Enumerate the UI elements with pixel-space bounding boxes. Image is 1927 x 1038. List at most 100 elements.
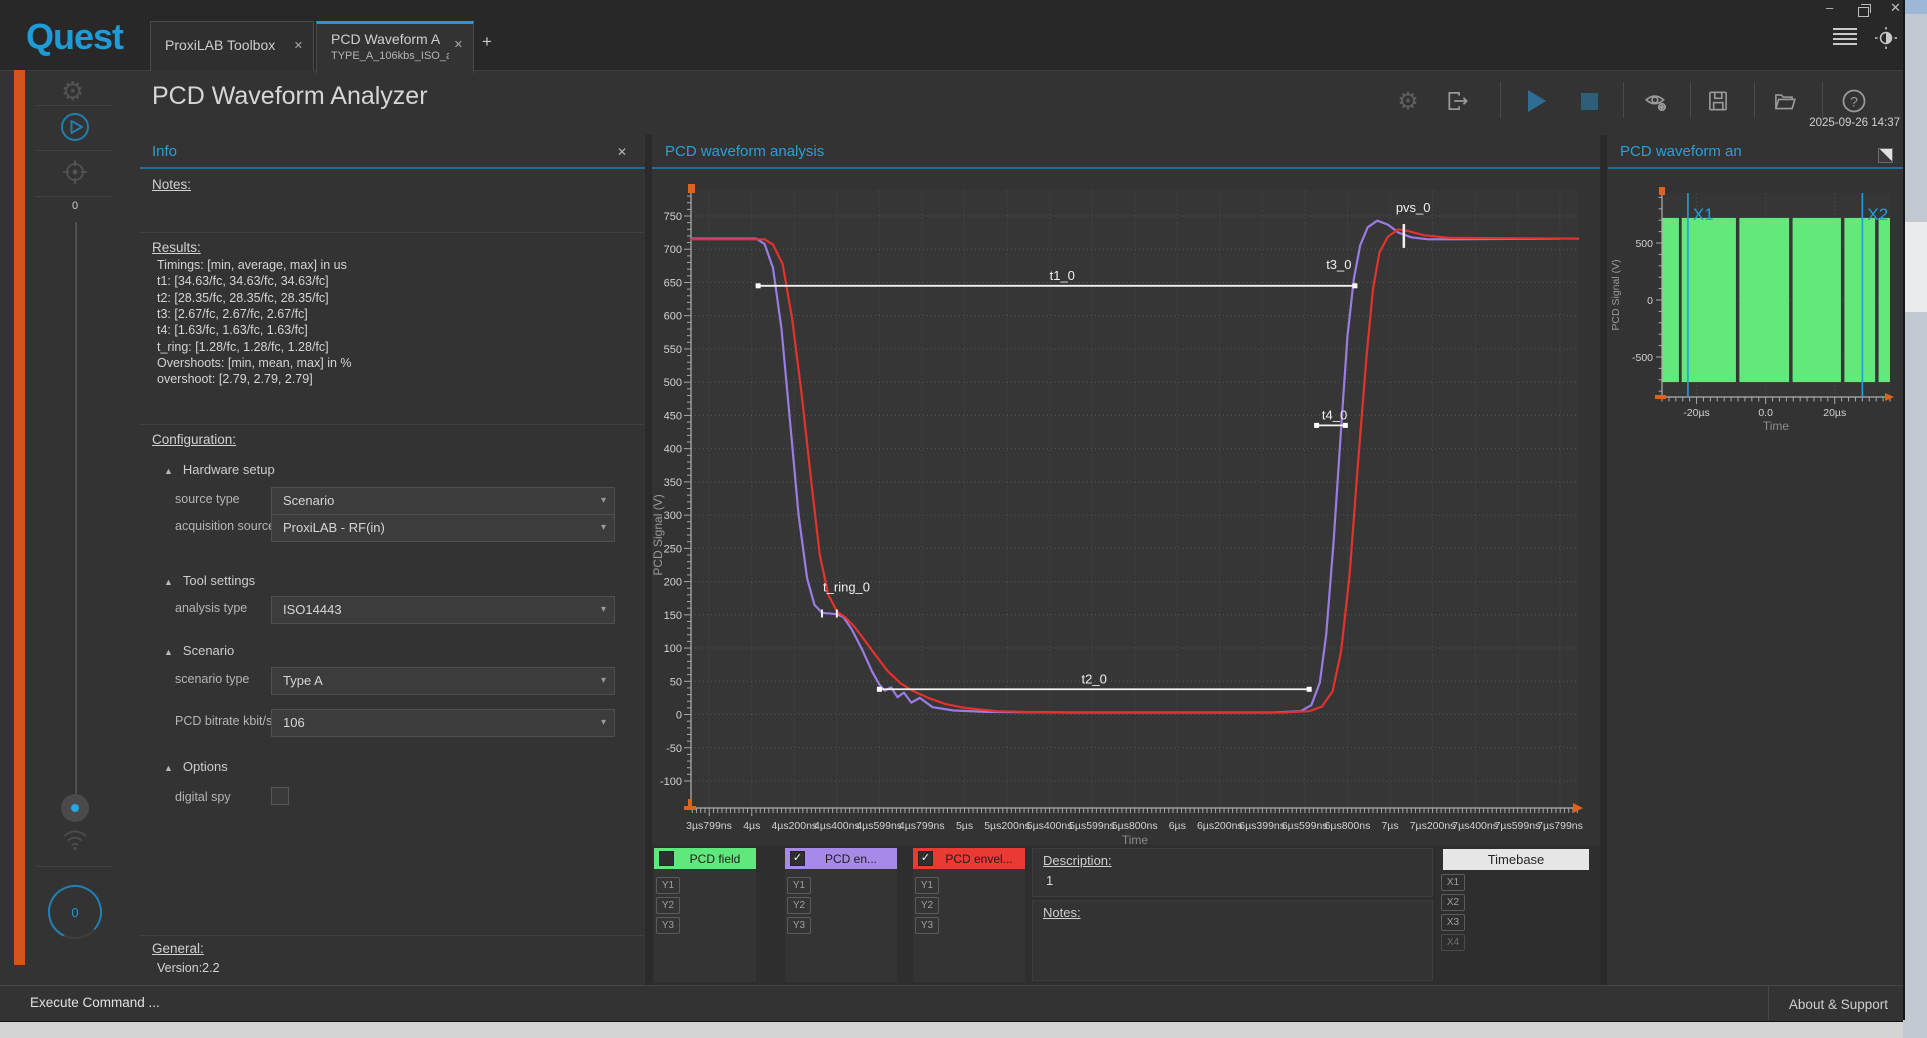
checked-checkbox[interactable]: ✓ [790, 851, 805, 866]
divider [36, 196, 112, 197]
x-tick-label: 6µs800ns [1325, 820, 1371, 832]
dropdown-field[interactable]: ProxiLAB - RF(in) ▾ [271, 514, 615, 542]
rotation-gauge[interactable]: 0 [45, 882, 105, 947]
dropdown-field[interactable]: Type A ▾ [271, 667, 615, 695]
vertical-slider[interactable] [74, 222, 77, 800]
tab-bar: Quest ProxiLAB Toolbox ✕ PCD Waveform A … [0, 0, 1903, 73]
spy-view-icon[interactable] [1641, 86, 1671, 116]
y-axis-title: PCD Signal (V) [652, 494, 665, 575]
save-icon[interactable] [1703, 86, 1733, 116]
y-tick-label: 100 [664, 643, 682, 655]
axis-arrow [1573, 803, 1583, 813]
axis-assign-button-y2[interactable]: Y2 [656, 897, 680, 914]
collapse-arrow-icon: ▲ [164, 647, 173, 657]
dropdown-value: ProxiLAB - RF(in) [283, 520, 385, 535]
axis-accent [1655, 395, 1666, 399]
close-icon[interactable]: ✕ [616, 145, 627, 159]
panel-splitter[interactable] [1600, 135, 1607, 985]
gear-icon[interactable]: ⚙ [61, 76, 85, 106]
export-icon[interactable] [1443, 86, 1473, 116]
close-icon[interactable]: ✕ [293, 40, 303, 52]
theme-brightness-icon[interactable] [1874, 26, 1898, 55]
axis-accent [688, 799, 692, 810]
stop-button[interactable] [1574, 86, 1604, 116]
dropdown-field[interactable]: 106 ▾ [271, 709, 615, 737]
annotation-label: t1_0 [1050, 268, 1075, 283]
menu-icon[interactable] [1833, 28, 1857, 45]
panel-splitter[interactable] [645, 135, 652, 985]
legend-notes-box[interactable]: Notes: [1032, 900, 1433, 981]
y-tick-label: 650 [664, 277, 682, 289]
tab-sublabel: TYPE_A_106kbs_ISO_a [331, 50, 449, 62]
legend-series-label: PCD envel... [945, 851, 1013, 866]
config-field-label: scenario type [175, 672, 250, 686]
axis-assign-button-y1[interactable]: Y1 [915, 877, 939, 894]
add-tab-button[interactable]: + [482, 32, 492, 51]
window-close-button[interactable]: ✕ [1890, 0, 1901, 15]
expand-icon[interactable] [1878, 148, 1893, 163]
version-label: Version:2.2 [157, 961, 220, 975]
settings-gear-icon[interactable]: ⚙ [1397, 87, 1419, 115]
toolbar-separator [1822, 82, 1823, 118]
config-group-label: Hardware setup [182, 462, 275, 477]
checked-checkbox[interactable]: ✓ [918, 851, 933, 866]
play-circle-icon[interactable] [59, 111, 91, 148]
dropdown-field[interactable]: ISO14443 ▾ [271, 596, 615, 624]
execute-command-button[interactable]: Execute Command ... [30, 995, 160, 1010]
results-section-label: Results: [152, 240, 201, 255]
dropdown-value: 106 [283, 715, 305, 730]
tab-proxilab-toolbox[interactable]: ProxiLAB Toolbox ✕ [150, 21, 314, 71]
timebase-axis-button-x2[interactable]: X2 [1441, 894, 1465, 911]
legend-series-header[interactable]: PCD field [654, 848, 756, 869]
legend-series-header[interactable]: ✓ PCD en... [785, 848, 897, 869]
y-tick-label: 400 [664, 444, 682, 456]
legend-series-header[interactable]: ✓ PCD envel... [913, 848, 1025, 869]
axis-assign-button-y1[interactable]: Y1 [787, 877, 811, 894]
y-tick-label: 500 [1635, 238, 1653, 250]
page-title: PCD Waveform Analyzer [152, 82, 428, 110]
signal-burst [1739, 217, 1790, 383]
signal-burst [1844, 217, 1876, 383]
signal-burst [1878, 217, 1890, 383]
y-tick-label: 50 [670, 676, 682, 688]
config-group-header[interactable]: ▲ Scenario [164, 643, 234, 658]
annotation-endpoint [1352, 283, 1358, 289]
x-tick-label: 5µs [956, 820, 973, 832]
window-restore-button[interactable] [1858, 4, 1871, 17]
axis-assign-button-y2[interactable]: Y2 [915, 897, 939, 914]
timebase-axis-button-x1[interactable]: X1 [1441, 874, 1465, 891]
play-button[interactable] [1522, 86, 1552, 116]
dropdown-field[interactable]: Scenario ▾ [271, 487, 615, 515]
cursor-label-x1: X1 [1693, 205, 1714, 224]
config-group-label: Tool settings [182, 573, 256, 588]
target-icon[interactable] [60, 157, 90, 192]
help-icon[interactable]: ? [1839, 86, 1869, 116]
slider-handle[interactable] [61, 794, 89, 822]
timebase-axis-button-x3[interactable]: X3 [1441, 914, 1465, 931]
y-tick-label: -500 [1632, 352, 1653, 364]
close-icon[interactable]: ✕ [453, 39, 463, 51]
description-box[interactable]: Description: 1 [1032, 848, 1433, 897]
panel-underline [1608, 167, 1903, 169]
unchecked-checkbox[interactable] [659, 851, 674, 866]
results-line: t3: [2.67/fc, 2.67/fc, 2.67/fc] [157, 306, 308, 321]
about-support-link[interactable]: About & Support [1788, 997, 1888, 1012]
tab-pcd-waveform-analyzer[interactable]: PCD Waveform A TYPE_A_106kbs_ISO_a ✕ [316, 21, 474, 73]
digital-spy-checkbox[interactable] [271, 787, 289, 805]
timebase-axis-button-x4[interactable]: X4 [1441, 934, 1465, 951]
main-chart-canvas[interactable]: -100 -50 0 50 100 150 200 250 300 350 400 450 500 550… [652, 170, 1600, 845]
axis-assign-button-y3[interactable]: Y3 [656, 917, 680, 934]
x-tick-label: 5µs599ns [1069, 820, 1115, 832]
axis-assign-button-y2[interactable]: Y2 [787, 897, 811, 914]
config-group-header[interactable]: ▲ Options [164, 759, 228, 774]
overview-chart-canvas[interactable]: 500 0 -500 -20µs 0.0 20µs Time PCD Signal (V) X1… [1610, 170, 1903, 440]
timebase-button[interactable]: Timebase [1443, 849, 1589, 870]
axis-assign-button-y3[interactable]: Y3 [787, 917, 811, 934]
y-tick-label: 0 [1647, 295, 1653, 307]
window-minimize-button[interactable]: – [1826, 0, 1834, 15]
config-group-header[interactable]: ▲ Tool settings [164, 573, 255, 588]
axis-assign-button-y3[interactable]: Y3 [915, 917, 939, 934]
config-group-header[interactable]: ▲ Hardware setup [164, 462, 275, 477]
open-folder-icon[interactable] [1769, 86, 1799, 116]
axis-assign-button-y1[interactable]: Y1 [656, 877, 680, 894]
